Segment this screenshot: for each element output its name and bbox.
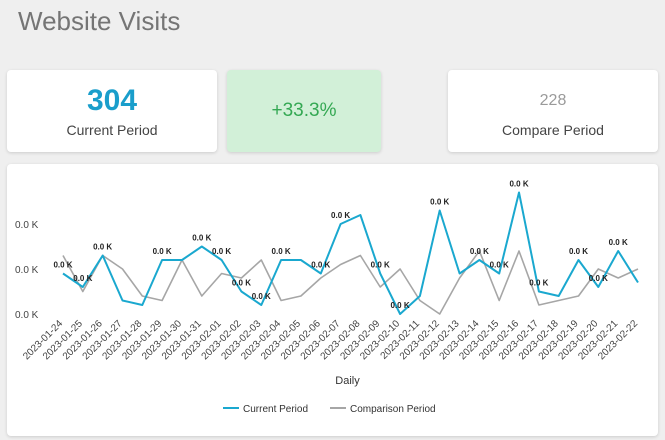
chart-card: 0.0 K 0.0 K 0.0 K 2023-01-24 2023-01-25 2023-… bbox=[7, 164, 658, 436]
data-label: 0.0 K bbox=[153, 247, 172, 256]
data-label: 0.0 K bbox=[391, 301, 410, 310]
data-label: 0.0 K bbox=[73, 274, 92, 283]
data-label: 0.0 K bbox=[589, 274, 608, 283]
y-tick-label: 0.0 K bbox=[15, 220, 39, 231]
line-chart: 0.0 K0.0 K0.0 K2023-01-242023-01-252023-… bbox=[15, 180, 640, 416]
page-title: Website Visits bbox=[18, 6, 181, 36]
data-label: 0.0 K bbox=[192, 234, 211, 243]
data-label: 0.0 K bbox=[509, 180, 528, 189]
kpi-change: +33.3% bbox=[227, 70, 381, 152]
y-tick-label: 0.0 K bbox=[15, 265, 39, 276]
data-label: 0.0 K bbox=[311, 261, 330, 270]
data-label: 0.0 K bbox=[470, 247, 489, 256]
legend-current-label: Current Period bbox=[243, 404, 308, 415]
data-label: 0.0 K bbox=[93, 243, 112, 252]
data-label: 0.0 K bbox=[53, 261, 72, 270]
kpi-compare-value: 228 bbox=[539, 92, 567, 109]
y-tick-label: 0.0 K bbox=[15, 310, 39, 321]
comparison-period-line bbox=[62, 250, 639, 315]
kpi-compare-label: Compare Period bbox=[502, 122, 604, 138]
data-label: 0.0 K bbox=[272, 247, 291, 256]
data-label: 0.0 K bbox=[252, 292, 271, 301]
kpi-current-value: 304 bbox=[86, 84, 138, 117]
data-label: 0.0 K bbox=[529, 279, 548, 288]
data-label: 0.0 K bbox=[371, 261, 390, 270]
legend-comparison-label: Comparison Period bbox=[350, 404, 436, 415]
kpi-current-label: Current Period bbox=[66, 122, 158, 138]
current-period-line bbox=[62, 191, 639, 315]
x-axis-title: Daily bbox=[335, 375, 360, 387]
data-label: 0.0 K bbox=[430, 198, 449, 207]
data-label: 0.0 K bbox=[569, 247, 588, 256]
data-label: 0.0 K bbox=[232, 279, 251, 288]
data-label: 0.0 K bbox=[490, 261, 509, 270]
data-label: 0.0 K bbox=[609, 238, 628, 247]
kpi-compare-period: 228 Compare Period bbox=[448, 70, 658, 152]
data-label: 0.0 K bbox=[212, 247, 231, 256]
kpi-change-value: +33.3% bbox=[271, 100, 337, 121]
kpi-current-period: 304 Current Period bbox=[7, 70, 217, 152]
data-label: 0.0 K bbox=[331, 211, 350, 220]
